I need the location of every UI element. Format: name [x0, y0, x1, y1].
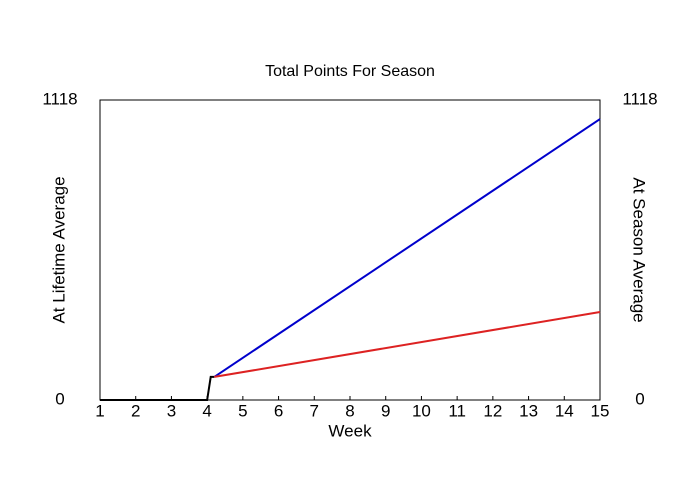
y2-axis-label: At Season Average	[630, 177, 649, 322]
x-tick-label: 12	[483, 401, 502, 420]
y-tick-label: 1118	[42, 89, 77, 108]
x-tick-label: 14	[555, 401, 574, 420]
x-tick-label: 2	[131, 401, 140, 420]
x-tick-label: 15	[591, 401, 610, 420]
x-tick-label: 5	[238, 401, 247, 420]
x-tick-label: 4	[202, 401, 211, 420]
x-tick-label: 10	[412, 401, 431, 420]
y2-tick-label: 0	[635, 389, 644, 408]
series-line	[214, 310, 601, 378]
x-tick-label: 13	[519, 401, 538, 420]
chart-title: Total Points For Season	[265, 63, 435, 80]
series-line	[213, 118, 601, 378]
x-tick-label: 8	[345, 401, 354, 420]
series-line	[100, 375, 215, 401]
x-tick-label: 11	[448, 401, 466, 420]
x-axis-label: Week	[328, 421, 372, 440]
y-tick-label: 0	[55, 389, 64, 408]
y-axis-label: At Lifetime Average	[49, 176, 68, 323]
x-tick-label: 1	[95, 401, 104, 420]
x-tick-label: 9	[381, 401, 390, 420]
y2-tick-label: 1118	[622, 89, 657, 108]
x-tick-label: 3	[167, 401, 176, 420]
x-tick-label: 7	[310, 401, 319, 420]
x-tick-label: 6	[274, 401, 283, 420]
